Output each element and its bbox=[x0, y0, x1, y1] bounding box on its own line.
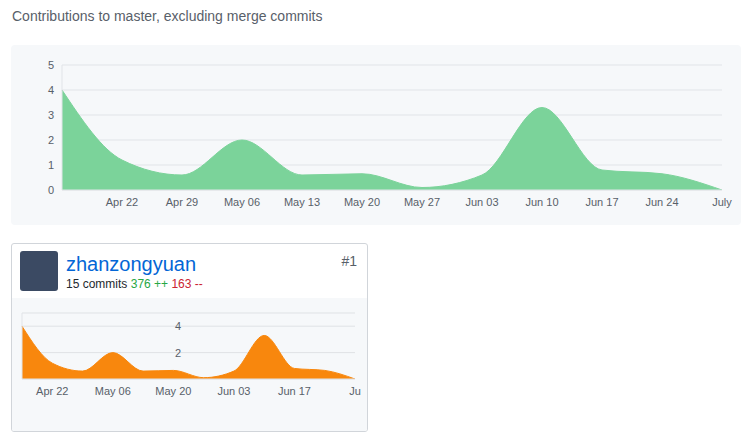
svg-text:Ju: Ju bbox=[349, 385, 361, 397]
svg-text:3: 3 bbox=[48, 109, 54, 121]
svg-text:May 06: May 06 bbox=[224, 196, 260, 208]
svg-text:2: 2 bbox=[48, 134, 54, 146]
svg-text:May 06: May 06 bbox=[95, 385, 131, 397]
svg-text:May 27: May 27 bbox=[404, 196, 440, 208]
svg-text:July: July bbox=[712, 196, 732, 208]
svg-text:Jun 17: Jun 17 bbox=[585, 196, 618, 208]
svg-text:Jun 03: Jun 03 bbox=[465, 196, 498, 208]
svg-text:Jun 24: Jun 24 bbox=[645, 196, 678, 208]
svg-text:0: 0 bbox=[48, 184, 54, 196]
svg-text:Jun 10: Jun 10 bbox=[525, 196, 558, 208]
svg-text:May 20: May 20 bbox=[155, 385, 191, 397]
svg-text:Apr 29: Apr 29 bbox=[166, 196, 198, 208]
html-text:15 commits 376 ++ 163 --: 15 commits 376 ++ 163 -- bbox=[66, 277, 203, 291]
svg-text:5: 5 bbox=[48, 59, 54, 71]
html-text:#1: #1 bbox=[341, 253, 357, 269]
svg-text:May 20: May 20 bbox=[344, 196, 380, 208]
svg-text:4: 4 bbox=[48, 84, 54, 96]
svg-text:Jun 03: Jun 03 bbox=[217, 385, 250, 397]
svg-text:2: 2 bbox=[175, 347, 181, 359]
svg-text:May 13: May 13 bbox=[284, 196, 320, 208]
svg-text:Jun 17: Jun 17 bbox=[278, 385, 311, 397]
svg-text:1: 1 bbox=[48, 159, 54, 171]
svg-text:Apr 22: Apr 22 bbox=[36, 385, 68, 397]
html-text:Contributions to master, exclu: Contributions to master, excluding merge… bbox=[12, 8, 323, 24]
svg-text:Apr 22: Apr 22 bbox=[106, 196, 138, 208]
html-text:zhanzongyuan: zhanzongyuan bbox=[66, 253, 197, 275]
svg-text:4: 4 bbox=[175, 320, 181, 332]
